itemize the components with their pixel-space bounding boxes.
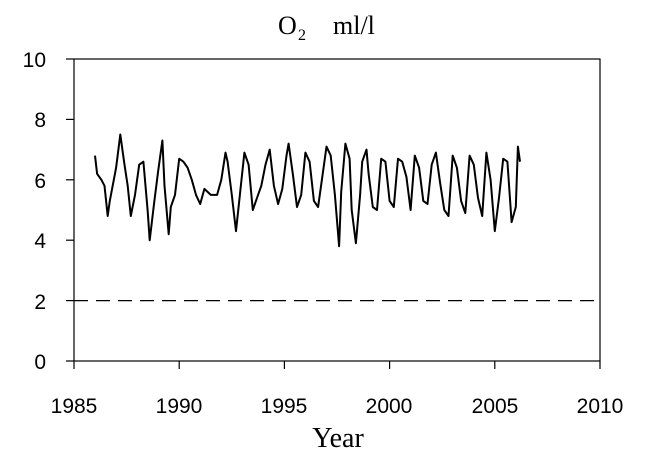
x-tick-label: 2010 — [577, 395, 624, 418]
plot-frame — [73, 58, 601, 362]
y-tick-label: 2 — [34, 291, 46, 314]
series-line — [94, 133, 521, 248]
y-tick-label: 8 — [34, 109, 46, 132]
x-tick-label: 1995 — [261, 395, 308, 418]
x-tick-label: 1985 — [51, 395, 98, 418]
x-tick-labels: 1985 1990 1995 2000 2005 2010 — [51, 395, 624, 418]
x-axis-label: Year — [312, 423, 364, 453]
y-tick-label: 10 — [23, 49, 46, 72]
x-tick-label: 2000 — [366, 395, 413, 418]
y-tick-label: 4 — [34, 230, 46, 253]
x-tick-label: 1990 — [156, 395, 203, 418]
y-tick-label: 0 — [34, 351, 46, 374]
y-tick-labels: 0 2 4 6 8 10 — [23, 49, 47, 374]
chart-title-unit: ml/l — [333, 11, 375, 40]
chart-title-subscript: 2 — [298, 27, 306, 44]
axis-ticks — [66, 58, 601, 369]
y-tick-label: 6 — [34, 170, 46, 193]
series-group — [94, 133, 521, 248]
chart-title-prefix: O — [278, 11, 297, 40]
x-tick-label: 2005 — [472, 395, 519, 418]
